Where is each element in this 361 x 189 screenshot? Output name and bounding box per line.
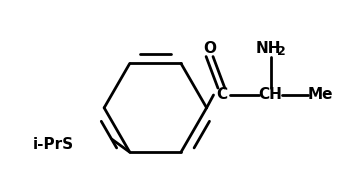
Text: CH: CH [259, 88, 283, 102]
Text: NH: NH [256, 41, 282, 56]
Text: O: O [203, 41, 216, 56]
Text: C: C [216, 88, 227, 102]
Text: i-PrS: i-PrS [32, 137, 74, 152]
Text: Me: Me [307, 88, 333, 102]
Text: 2: 2 [277, 45, 286, 58]
